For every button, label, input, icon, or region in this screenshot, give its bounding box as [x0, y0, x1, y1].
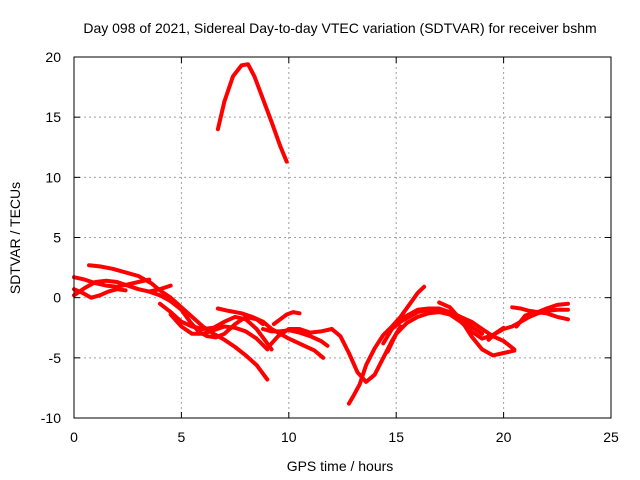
series-arc-09 [215, 306, 326, 360]
y-tick-label: -5 [49, 350, 62, 366]
series-arc-19 [486, 307, 570, 342]
x-axis: 0 5 10 15 20 25 [70, 57, 619, 445]
series-arc-06 [147, 289, 265, 340]
y-tick-label: 20 [45, 49, 61, 65]
y-tick-label: 15 [45, 109, 61, 125]
series-arc-16 [385, 310, 506, 354]
series-arc-08 [168, 312, 270, 352]
series-arc-18 [437, 300, 517, 358]
series-arc-02 [72, 275, 152, 289]
x-tick-label: 20 [496, 429, 512, 445]
series-arc-10 [261, 327, 330, 348]
y-axis: -10 -5 0 5 10 15 20 [41, 49, 611, 426]
series-layer [72, 62, 570, 406]
y-tick-label: 5 [53, 230, 61, 246]
x-tick-label: 25 [603, 429, 619, 445]
x-axis-label: GPS time / hours [287, 458, 394, 474]
series-arc-03 [72, 278, 173, 298]
y-tick-label: -10 [41, 410, 61, 426]
series-arc-07 [157, 301, 274, 352]
y-axis-label: SDTVAR / TECUs [7, 182, 23, 294]
series-arc-04 [72, 287, 128, 300]
x-tick-label: 0 [70, 429, 78, 445]
x-tick-label: 10 [281, 429, 297, 445]
chart-title: Day 098 of 2021, Sidereal Day-to-day VTE… [83, 20, 596, 36]
y-tick-label: 10 [45, 169, 61, 185]
series-arc-20 [514, 310, 570, 329]
series-arc-11 [265, 327, 334, 351]
series-arc-21 [510, 301, 570, 315]
y-tick-label: 0 [53, 290, 61, 306]
x-tick-label: 5 [178, 429, 186, 445]
series-arc-12 [271, 310, 302, 327]
grid [74, 57, 611, 418]
series-arc-01 [215, 62, 289, 164]
x-tick-label: 15 [388, 429, 404, 445]
series-arc-14 [346, 284, 427, 406]
